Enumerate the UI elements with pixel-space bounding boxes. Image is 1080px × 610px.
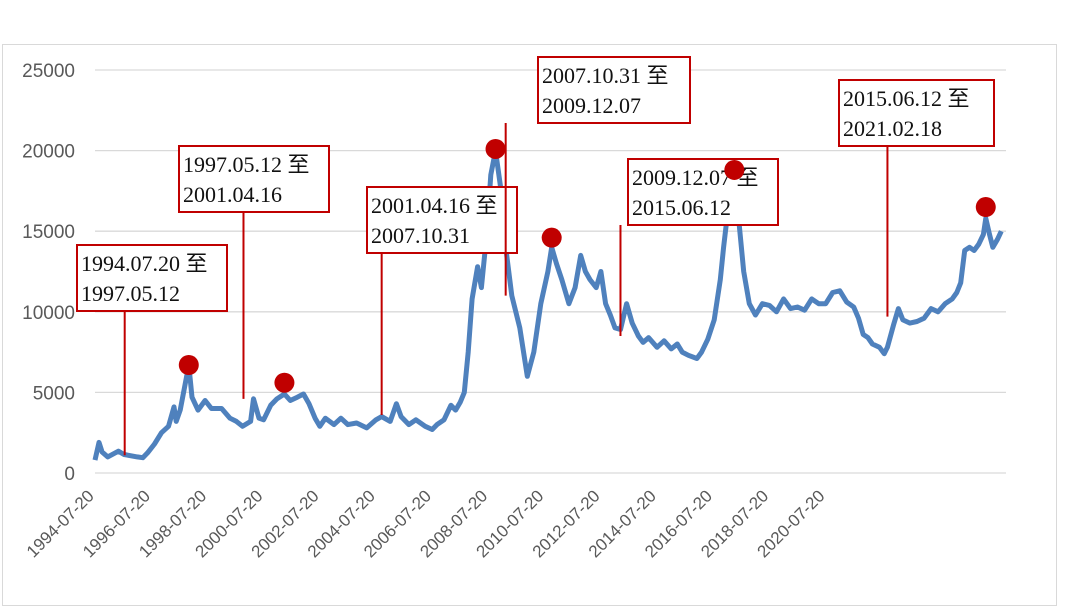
annotation-text: 2007.10.31 至 [542,63,669,88]
peak-marker [178,354,199,375]
y-tick-label: 25000 [22,61,75,82]
annotation-text: 2009.12.07 [542,93,641,118]
peak-markers [178,138,996,393]
annotations: 1994.07.20 至 1997.05.12 1997.05.12 至 2001.0… [76,56,995,456]
peak-marker [975,197,996,218]
annotation-text: 1997.05.12 至 [183,152,310,177]
annotation-text: 2001.04.16 至 [371,193,498,218]
annotation-text: 2015.06.12 [632,195,731,220]
annotation-callout: 2015.06.12 至 2021.02.18 [838,79,995,317]
annotation-callout: 2007.10.31 至 2009.12.07 [504,56,691,296]
annotation-text: 2007.10.31 [371,223,470,248]
y-axis: 0 5000 10000 15000 20000 25000 [22,61,75,485]
annotation-text: 2021.02.18 [843,116,942,141]
y-tick-label: 15000 [22,222,75,243]
annotation-callout: 1997.05.12 至 2001.04.16 [178,145,330,399]
annotation-box [178,145,330,213]
annotation-box [627,158,779,226]
annotation-box [366,186,518,254]
annotation-box [76,244,228,312]
y-tick-label: 20000 [22,142,75,163]
y-tick-label: 5000 [33,383,75,404]
annotation-callout: 1994.07.20 至 1997.05.12 [76,244,228,456]
line-chart: 0 5000 10000 15000 20000 25000 1994-07-201996… [22,56,1006,561]
annotation-text: 1994.07.20 至 [81,251,208,276]
chart-frame: 0 5000 10000 15000 20000 25000 1994-07-20 1996… [2,44,1057,606]
x-axis: 1994-07-201996-07-201998-07-202000-07-20… [23,486,829,561]
peak-marker [274,372,295,393]
peak-marker [724,159,745,180]
annotation-text: 2015.06.12 至 [843,86,970,111]
y-tick-label: 10000 [22,303,75,324]
annotation-text: 1997.05.12 [81,281,180,306]
annotation-box [838,79,995,147]
peak-marker [541,227,562,248]
annotation-box [537,56,691,124]
series-line [92,148,1004,461]
peak-marker [485,138,506,159]
y-tick-label: 0 [64,464,75,485]
annotation-text: 2001.04.16 [183,182,282,207]
annotation-callout: 2001.04.16 至 2007.10.31 [366,186,518,415]
